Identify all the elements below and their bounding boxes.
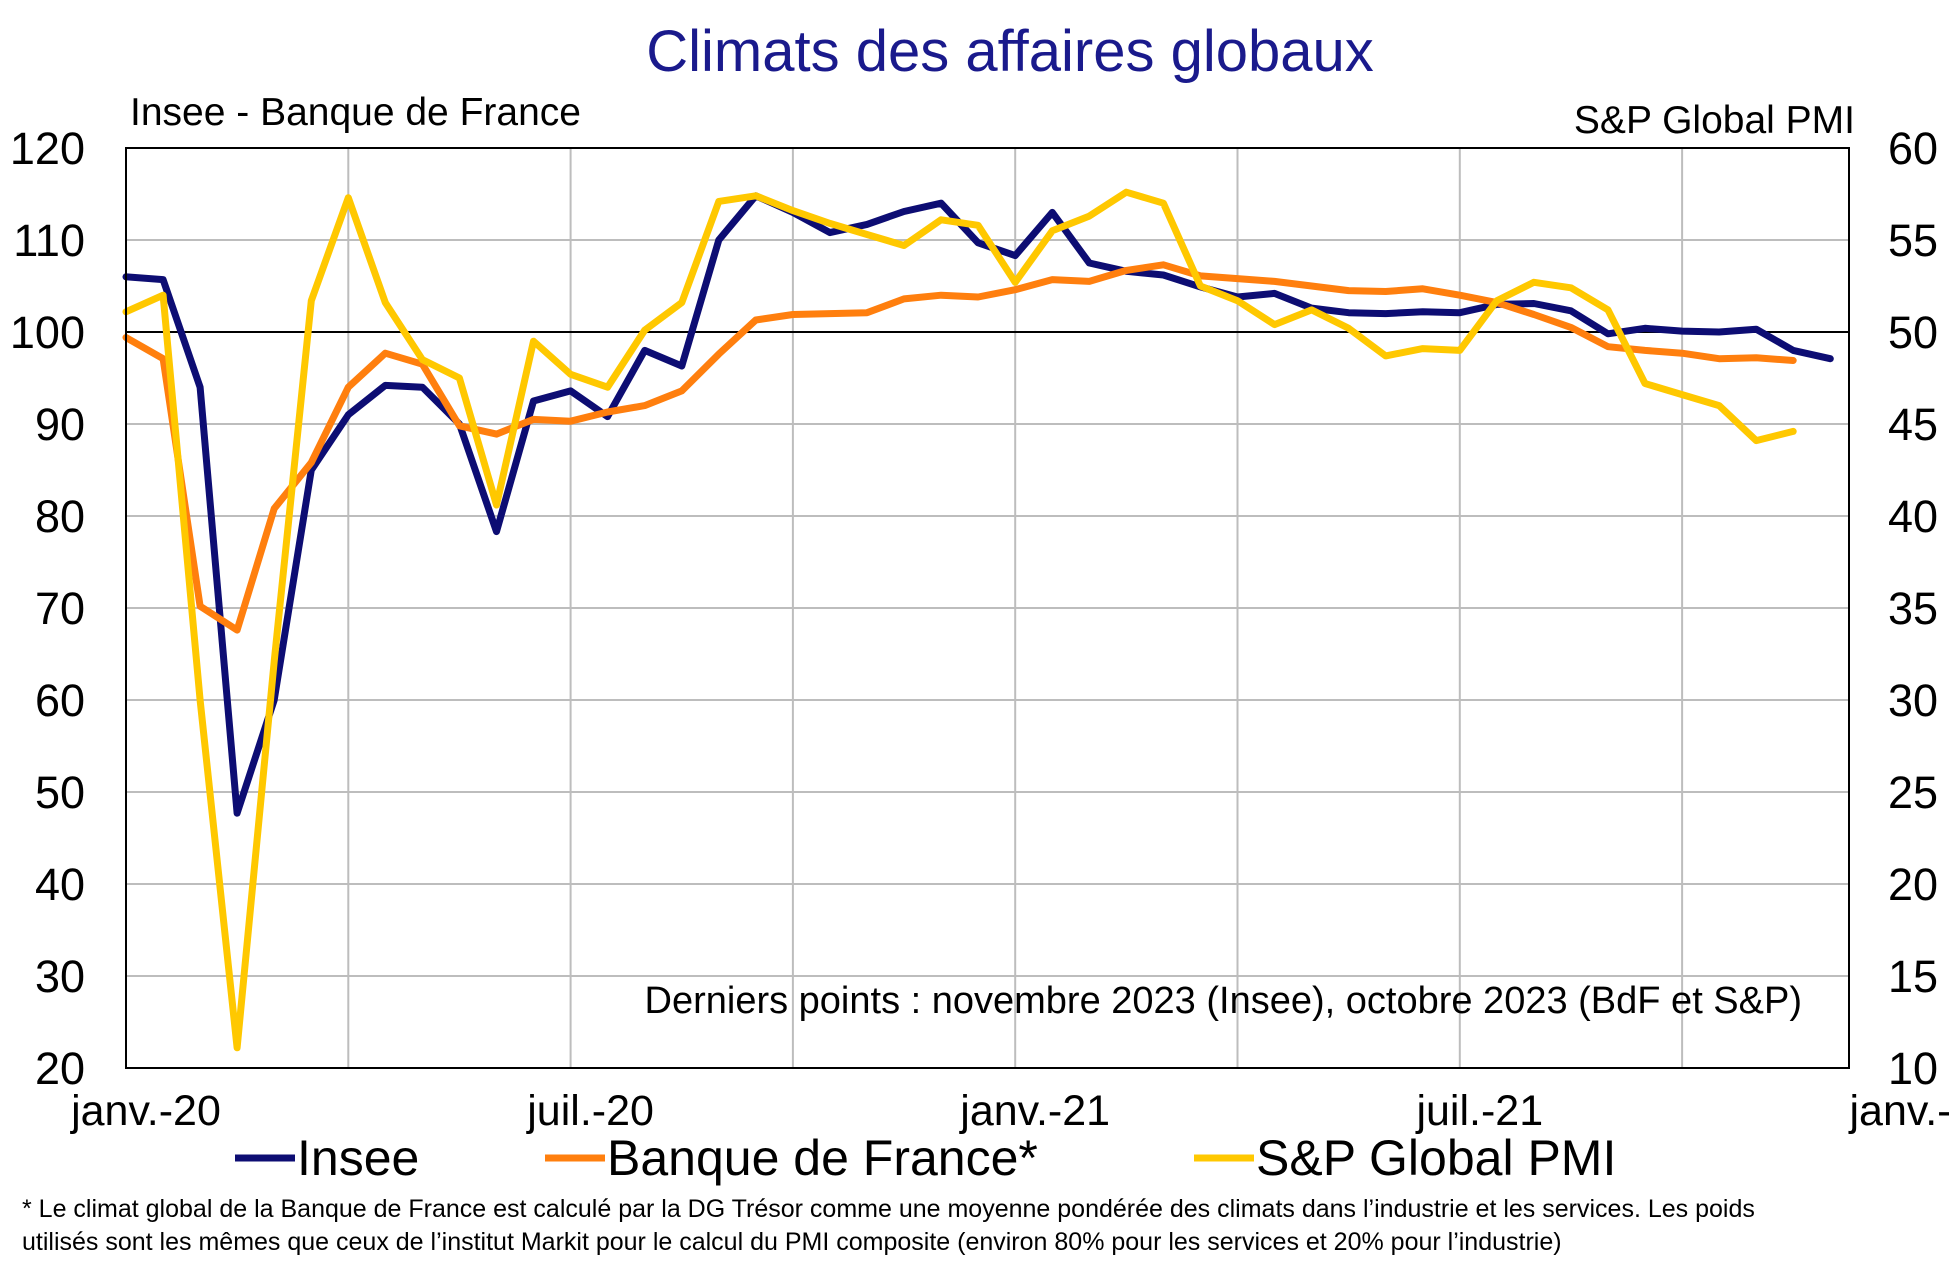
legend-label: Banque de France*: [607, 1130, 1038, 1186]
left-tick-label: 40: [35, 859, 85, 910]
x-tick-label: juil.-21: [1414, 1087, 1543, 1135]
left-axis-label: Insee - Banque de France: [130, 91, 581, 134]
series-line-insee: [122, 192, 1834, 817]
left-tick-label: 20: [35, 1043, 85, 1094]
right-tick-label: 10: [1888, 1043, 1938, 1094]
left-tick-label: 80: [35, 491, 85, 542]
x-tick-label: janv.-20: [69, 1087, 221, 1135]
x-tick-label: janv.-22: [1848, 1087, 1949, 1135]
footnote-line-1: * Le climat global de la Banque de Franc…: [22, 1195, 1755, 1223]
left-tick-label: 90: [35, 399, 85, 450]
series-line-banque-de-france: [122, 261, 1797, 634]
x-axis-ticks: janv.-20 juil.-20 janv.-21 juil.-21 janv.-22…: [69, 1087, 1949, 1135]
chart-title: Climats des affaires globaux: [646, 19, 1374, 84]
left-axis-ticks: 20 30 40 50 60 70 80 90 100 110 120: [10, 123, 85, 1094]
right-tick-label: 55: [1888, 215, 1938, 266]
grid: [125, 147, 1849, 1069]
left-tick-label: 110: [13, 215, 85, 266]
left-tick-label: 70: [35, 583, 85, 634]
legend-label: Insee: [297, 1130, 419, 1186]
last-points-annotation: Derniers points : novembre 2023 (Insee),…: [645, 980, 1802, 1022]
left-tick-label: 100: [10, 307, 85, 358]
series-lines: [122, 188, 1834, 1052]
right-tick-label: 50: [1888, 307, 1938, 358]
plot-frame: [125, 147, 1850, 1069]
x-tick-label: juil.-20: [525, 1087, 654, 1135]
legend-label: S&P Global PMI: [1256, 1130, 1616, 1186]
x-tick-label: janv.-21: [958, 1087, 1110, 1135]
right-tick-label: 45: [1888, 399, 1938, 450]
left-tick-label: 60: [35, 675, 85, 726]
right-tick-label: 30: [1888, 675, 1938, 726]
footnote-line-2: utilisés sont les mêmes que ceux de l’in…: [22, 1228, 1562, 1256]
right-tick-label: 15: [1888, 951, 1938, 1002]
left-tick-label: 120: [10, 123, 85, 174]
left-tick-label: 30: [35, 951, 85, 1002]
left-tick-label: 50: [35, 767, 85, 818]
right-tick-label: 25: [1888, 767, 1938, 818]
right-tick-label: 40: [1888, 491, 1938, 542]
series-line-s-p-global-pmi: [122, 188, 1797, 1052]
right-tick-label: 20: [1888, 859, 1938, 910]
right-tick-label: 35: [1888, 583, 1938, 634]
right-tick-label: 60: [1888, 123, 1938, 174]
right-axis-label: S&P Global PMI: [1574, 99, 1855, 142]
legend: Insee Banque de France* S&P Global PMI: [235, 1130, 1616, 1186]
right-axis-ticks: 10 15 20 25 30 35 40 45 50 55 60: [1888, 123, 1938, 1094]
